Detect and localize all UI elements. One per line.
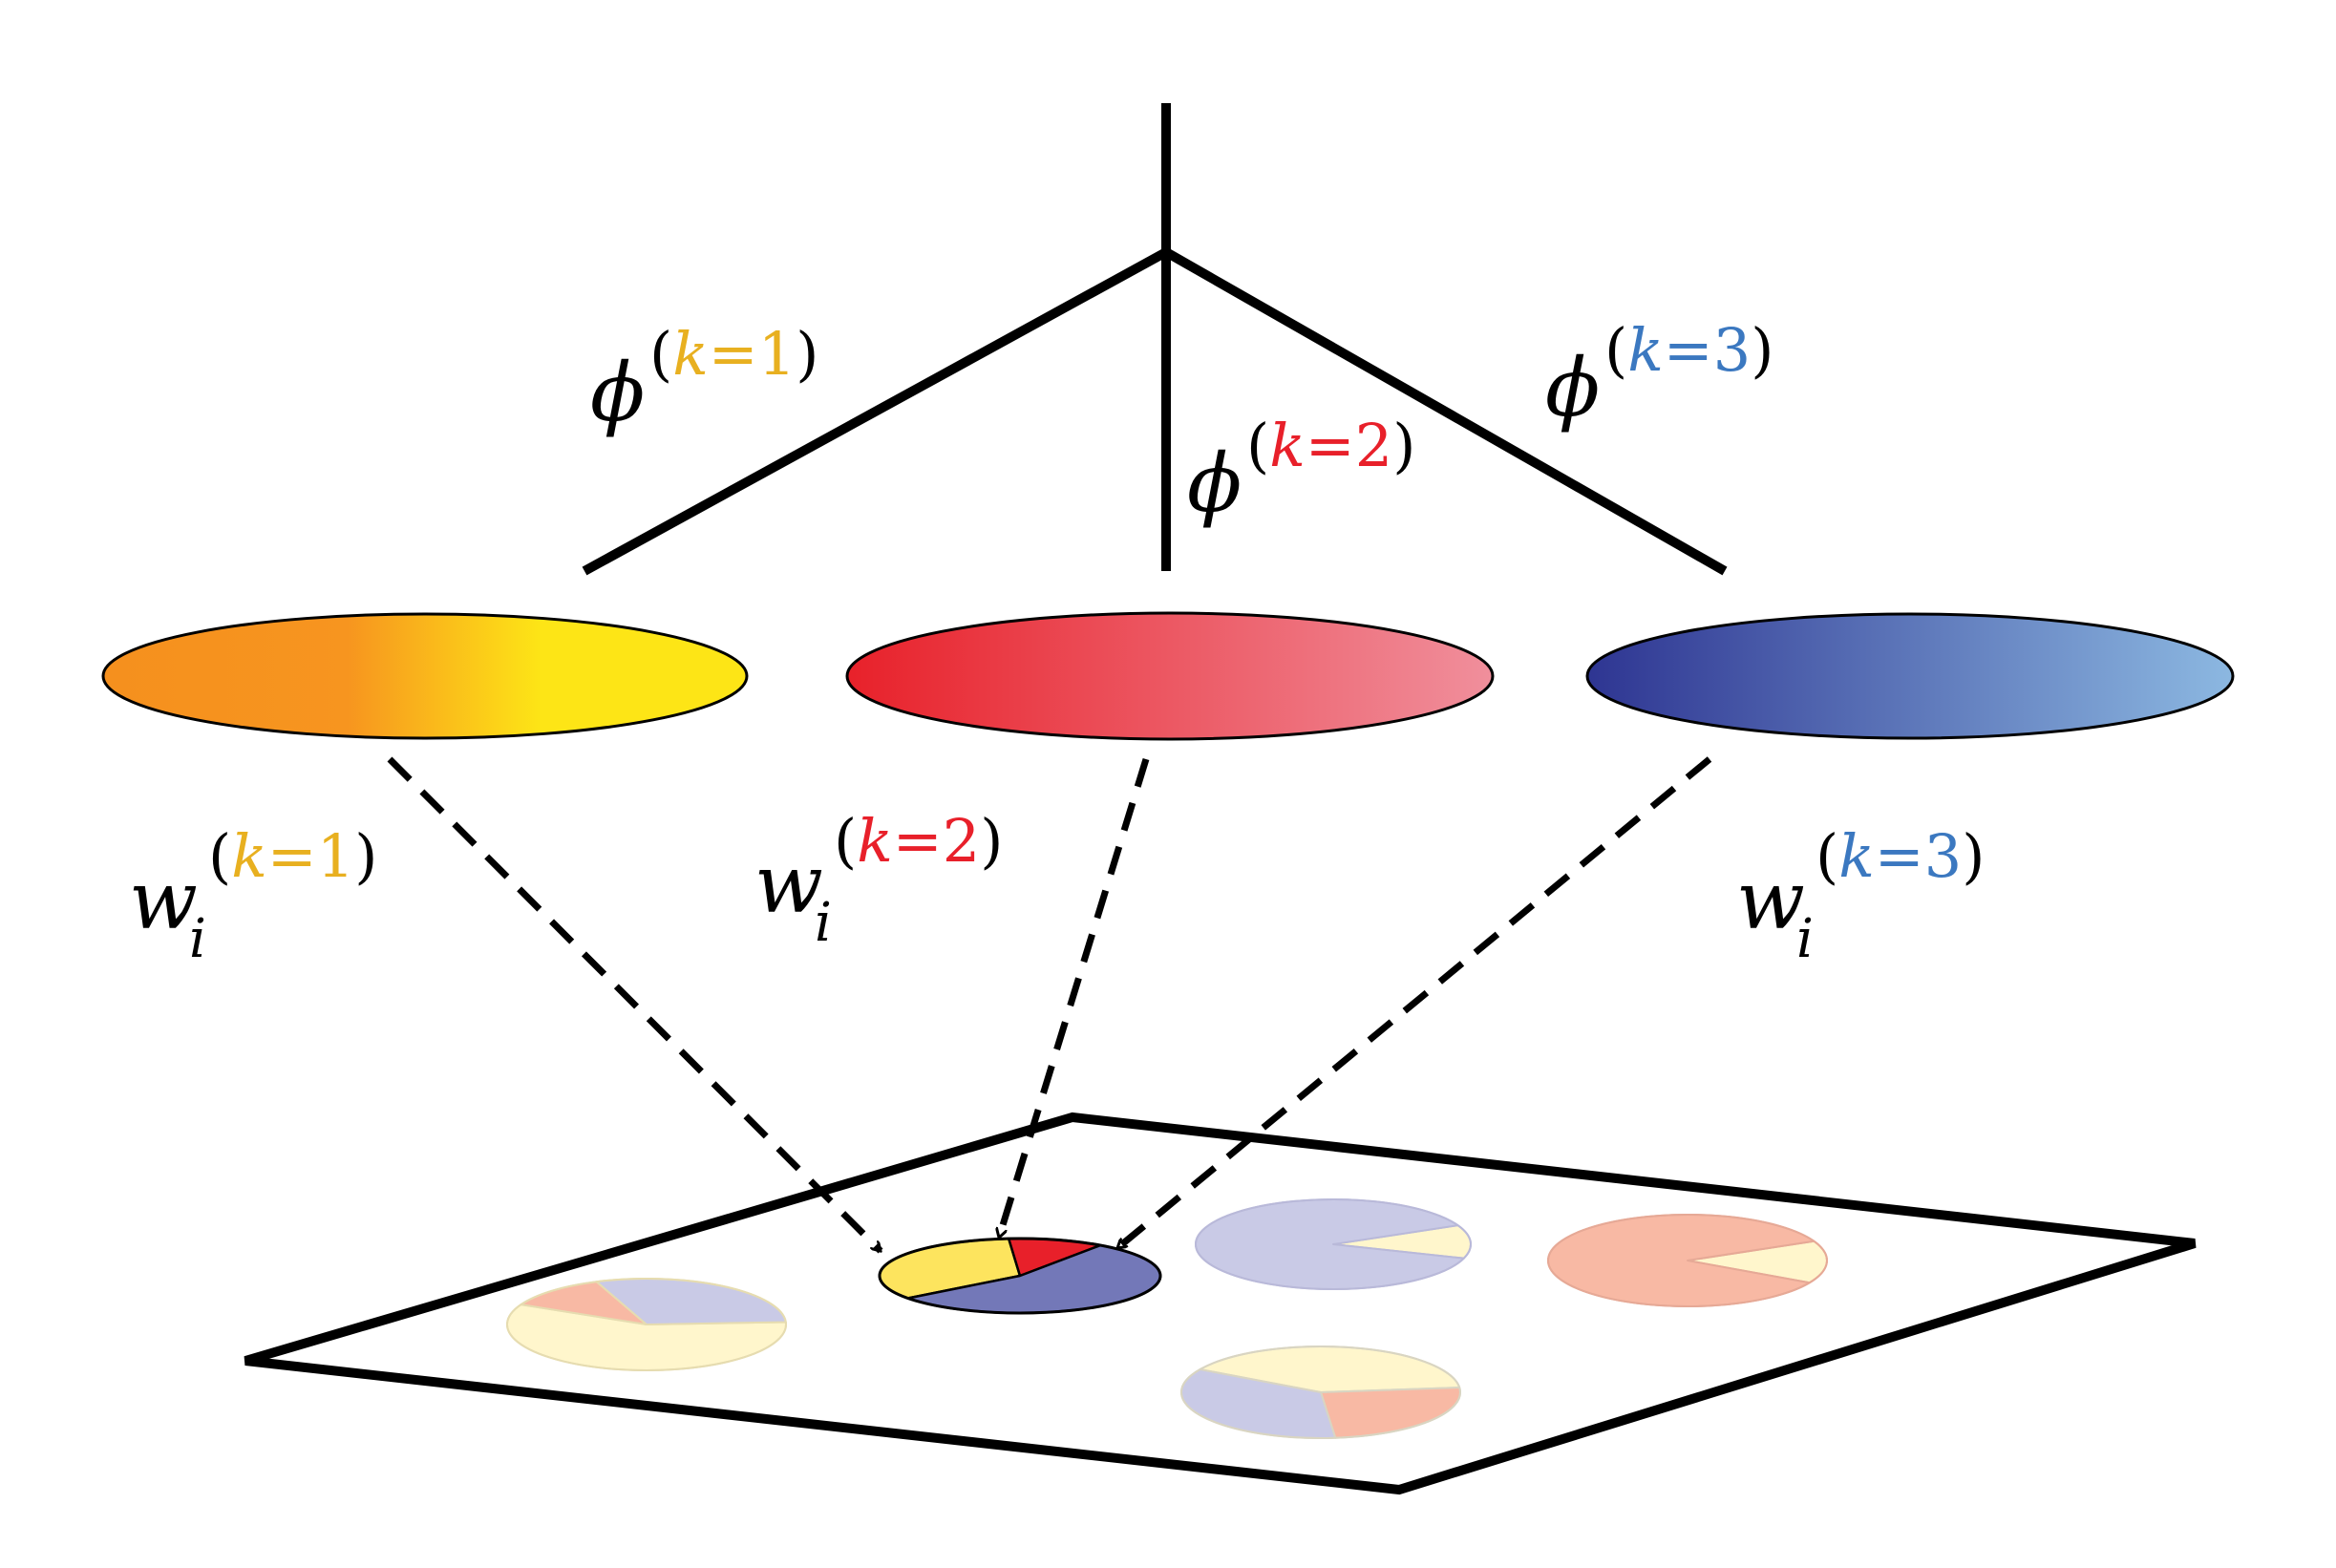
pie-chart-main [878,1237,1162,1315]
close-paren: ) [1392,411,1415,480]
pie-chart-faded-bottom-left [506,1278,787,1371]
k-value: 2 [943,806,980,876]
open-paren: ( [1604,315,1627,385]
w-symbol: w [1736,854,1805,947]
k-value: 2 [1355,411,1392,480]
close-paren: ) [1962,821,1985,891]
pie-outline [506,1278,787,1371]
branch-k3 [1163,247,1728,576]
w-subscript: i [815,892,832,954]
phi-superscript: (k=3) [1604,315,1773,385]
k-value: 1 [758,319,796,389]
pie-chart-faded-top-right [1547,1214,1828,1307]
phi-symbol: ϕ [1187,436,1242,530]
k-value: 3 [1713,315,1751,385]
w-subscript: i [1796,908,1814,970]
close-paren: ) [1751,315,1773,385]
equals: = [893,806,943,876]
open-paren: ( [834,806,857,876]
k-variable: k [672,319,709,389]
pie-outline [1180,1346,1461,1439]
open-paren: ( [208,821,231,891]
topic-ellipse-k3 [1585,612,2235,740]
equals: = [267,821,317,891]
pie-outline [1547,1214,1828,1307]
pie-chart-faded-top-middle [1195,1198,1472,1291]
k-variable: k [1838,821,1875,891]
k-value: 1 [317,821,354,891]
k-variable: k [1627,315,1664,385]
close-paren: ) [354,821,377,891]
k-variable: k [231,821,267,891]
w-superscript: (k=3) [1816,821,1985,891]
k-value: 3 [1924,821,1962,891]
phi-label-k2: ϕ (k=2) [1187,411,1415,530]
tree-branches [582,103,1728,576]
document-plane [244,1112,2197,1495]
topic-ellipse-k1 [101,612,749,740]
phi-superscript: (k=2) [1246,411,1415,480]
w-label-k3: w i (k=3) [1736,821,1985,970]
open-paren: ( [1246,411,1269,480]
k-variable: k [1269,411,1306,480]
w-label-k1: w i (k=1) [129,821,377,970]
open-paren: ( [649,319,672,389]
k-variable: k [857,806,893,876]
close-paren: ) [980,806,1003,876]
equals: = [1664,315,1713,385]
w-superscript: (k=1) [208,821,377,891]
close-paren: ) [796,319,818,389]
open-paren: ( [1816,821,1838,891]
phi-symbol: ϕ [1545,341,1600,434]
phi-label-k3: ϕ (k=3) [1545,315,1773,434]
w-symbol: w [754,837,823,931]
topic-ellipse-k2 [845,611,1495,741]
arrow-k1 [387,756,883,1254]
equals: = [1875,821,1924,891]
equals: = [709,319,758,389]
branch-k1 [582,247,1169,576]
w-label-k2: w i (k=2) [754,806,1003,954]
pie-outline [1195,1198,1472,1290]
arrow-k2 [999,757,1150,1238]
pie-outline [878,1237,1162,1315]
equals: = [1306,411,1355,480]
phi-superscript: (k=1) [649,319,818,389]
w-symbol: w [129,854,198,947]
phi-symbol: ϕ [590,346,645,439]
pie-chart-faded-bottom-middle [1180,1346,1461,1439]
w-superscript: (k=2) [834,806,1003,876]
w-subscript: i [189,908,206,970]
weight-arrows [387,756,1712,1254]
phi-label-k1: ϕ (k=1) [590,319,818,439]
arrow-k3 [1117,756,1712,1251]
